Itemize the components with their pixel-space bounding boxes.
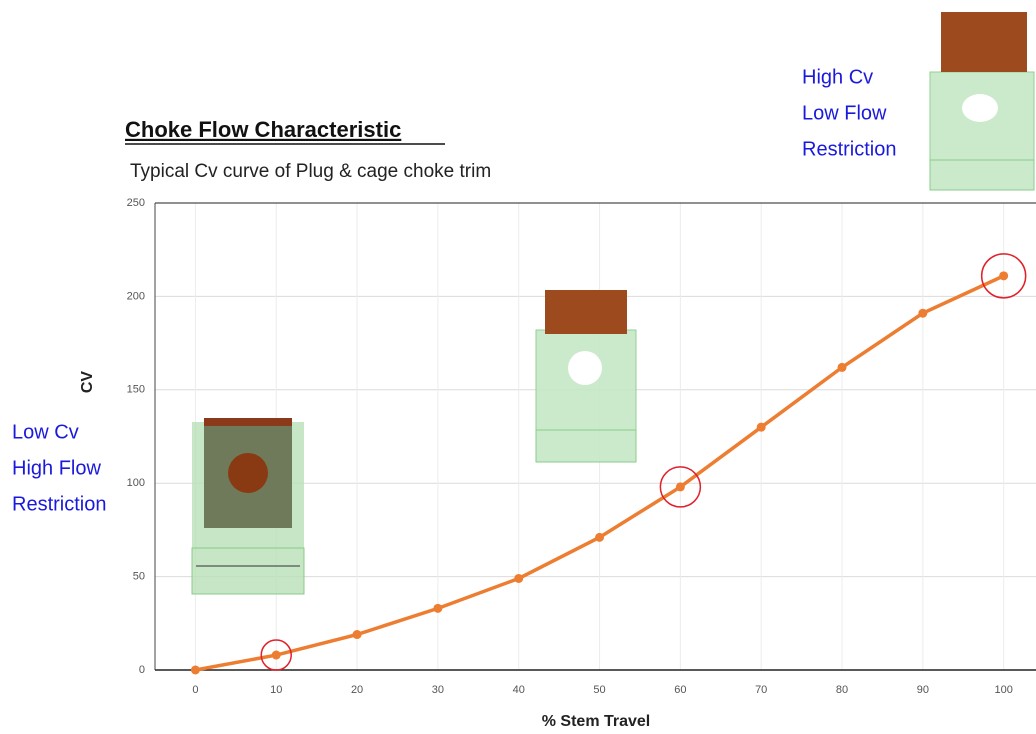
data-point [353,630,362,639]
x-tick-label: 20 [351,684,363,696]
annotation-line: Restriction [12,493,106,515]
data-point [838,363,847,372]
choke-image-low [192,418,304,594]
x-tick-label: 30 [432,684,444,696]
x-tick-label: 40 [513,684,525,696]
x-axis-label: % Stem Travel [542,713,651,730]
annotation-line: Restriction [802,138,896,160]
data-point [272,651,281,660]
y-axis-label: CV [79,371,96,394]
data-point [433,604,442,613]
data-point [757,423,766,432]
x-tick-label: 70 [755,684,767,696]
x-tick-label: 60 [674,684,686,696]
annotation-line: Low Flow [802,102,887,124]
chart: Choke Flow Characteristic Typical Cv cur… [0,0,1036,734]
data-point [595,533,604,542]
x-tick-label: 0 [192,684,198,696]
y-tick-label: 150 [127,384,145,396]
annotation-line: High Flow [12,457,101,479]
data-point [918,309,927,318]
annotation: Low Cv High Flow Restriction [12,421,106,515]
data-point [191,666,200,675]
y-tick-label: 250 [127,197,145,209]
choke-image-mid [536,290,636,462]
x-tick-label: 100 [994,684,1012,696]
annotation: High Cv Low Flow Restriction [802,66,896,160]
y-tick-label: 200 [127,290,145,302]
x-tick-label: 50 [593,684,605,696]
data-point [514,574,523,583]
annotation-line: High Cv [802,66,873,88]
x-tick-label: 10 [270,684,282,696]
annotation-line: Low Cv [12,421,79,443]
data-point [676,482,685,491]
y-tick-label: 100 [127,477,145,489]
choke-image-high [930,12,1034,190]
x-tick-label: 80 [836,684,848,696]
x-tick-label: 90 [917,684,929,696]
chart-title: Choke Flow Characteristic [125,117,401,142]
y-tick-label: 0 [139,664,145,676]
chart-subtitle: Typical Cv curve of Plug & cage choke tr… [130,161,491,182]
y-tick-label: 50 [133,571,145,583]
data-point [999,271,1008,280]
